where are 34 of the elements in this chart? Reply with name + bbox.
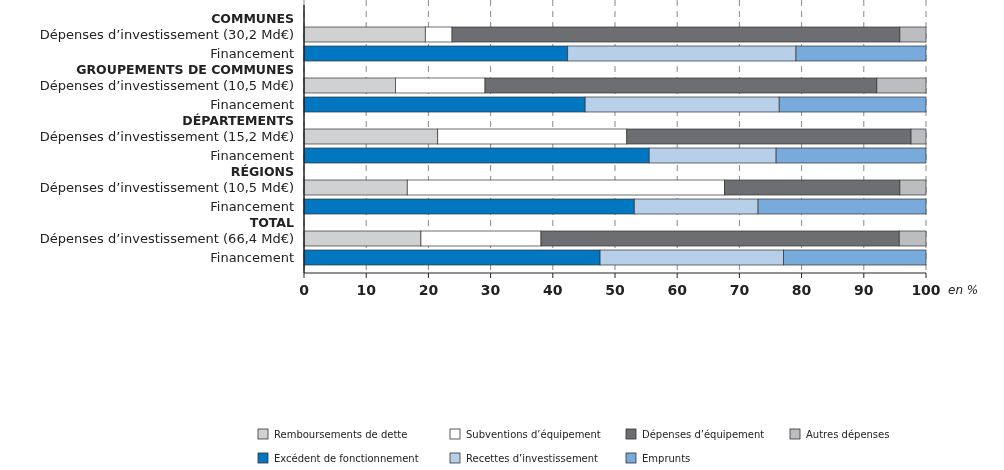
legend-label: Dépenses d’équipement — [642, 429, 765, 440]
y-tick-label: Dépenses d’investissement (10,5 Md€) — [39, 78, 294, 93]
y-tick-label: Financement — [210, 46, 294, 61]
x-tick-label: 80 — [791, 282, 812, 298]
x-tick-label: 90 — [854, 282, 874, 298]
y-tick-label: Dépenses d’investissement (66,4 Md€) — [39, 231, 294, 246]
x-tick-label: 30 — [480, 282, 501, 298]
x-tick-label: 100 — [911, 282, 941, 298]
x-tick-label: 50 — [605, 282, 625, 298]
y-tick-label: TOTAL — [249, 215, 295, 230]
y-tick-label: Financement — [210, 97, 294, 112]
x-axis-title: en % — [948, 283, 979, 297]
y-tick-label: Financement — [210, 250, 294, 265]
y-tick-label: Financement — [210, 199, 294, 214]
legend-label: Remboursements de dette — [274, 429, 408, 440]
y-tick-label: COMMUNES — [211, 11, 294, 26]
y-tick-label: Dépenses d’investissement (30,2 Md€) — [39, 27, 294, 42]
y-tick-label: RÉGIONS — [230, 164, 294, 179]
x-tick-label: 20 — [418, 282, 439, 298]
x-tick-label: 60 — [667, 282, 688, 298]
legend-label: Subventions d’équipement — [466, 429, 601, 440]
y-tick-label: Dépenses d’investissement (15,2 Md€) — [39, 129, 294, 144]
legend-label: Autres dépenses — [806, 429, 890, 440]
legend-label: Excédent de fonctionnement — [274, 453, 419, 464]
x-tick-label: 70 — [729, 282, 750, 298]
x-tick-label: 10 — [356, 282, 377, 298]
y-tick-label: Dépenses d’investissement (10,5 Md€) — [39, 180, 294, 195]
legend-label: Recettes d’investissement — [466, 453, 599, 464]
y-tick-label: GROUPEMENTS DE COMMUNES — [76, 62, 294, 77]
y-tick-label: DÉPARTEMENTS — [182, 113, 294, 128]
legend-label: Emprunts — [642, 453, 691, 464]
x-tick-label: 40 — [543, 282, 563, 298]
y-tick-label: Financement — [210, 148, 294, 163]
x-tick-label: 0 — [299, 282, 310, 298]
